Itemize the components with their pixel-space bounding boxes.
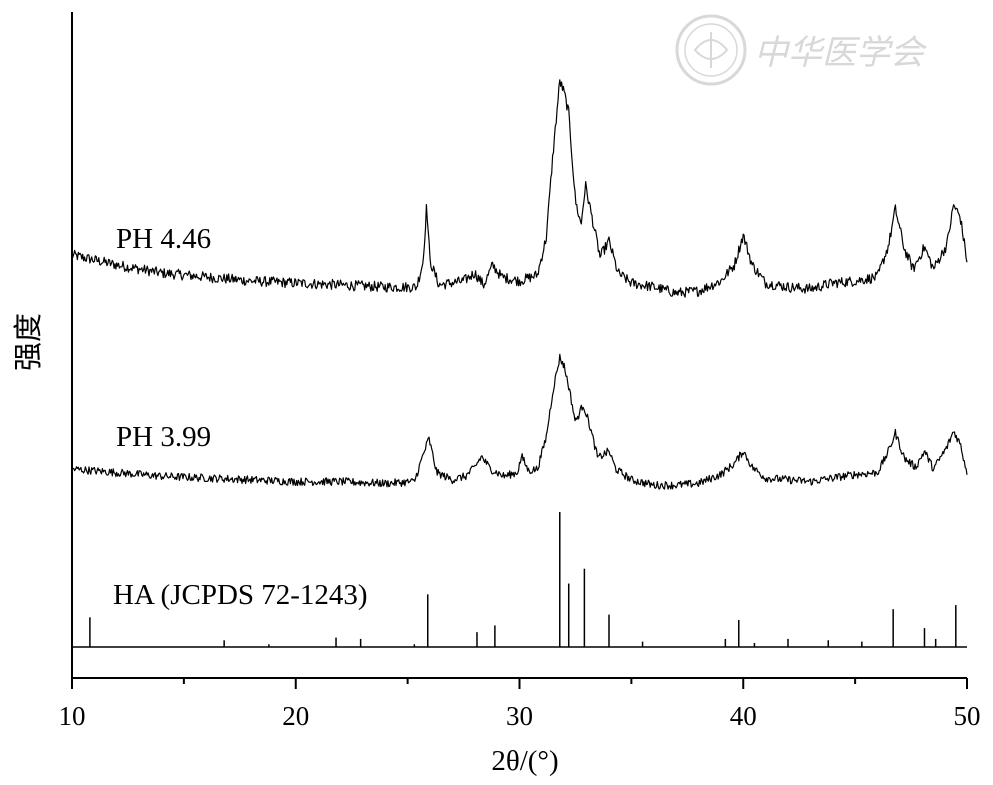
x-tick-label: 40 bbox=[730, 701, 757, 731]
watermark-text: 中华医学会 bbox=[754, 33, 928, 73]
series-label-ph-4-46: PH 4.46 bbox=[116, 223, 211, 255]
x-axis-title: 2θ/(°) bbox=[491, 745, 558, 777]
series-label-ph-3-99: PH 3.99 bbox=[116, 421, 211, 453]
x-axis-ticks bbox=[71, 678, 968, 689]
x-tick-label: 20 bbox=[282, 701, 309, 731]
series-line-ph-4-46 bbox=[71, 79, 968, 298]
watermark-seal-icon bbox=[675, 14, 747, 86]
watermark: 中华医学会 bbox=[675, 14, 928, 86]
x-tick-label: 30 bbox=[506, 701, 533, 731]
reference-sticks bbox=[89, 512, 957, 647]
x-axis-tick-labels: 10 20 30 40 50 bbox=[59, 701, 981, 731]
series-line-ph-3-99 bbox=[71, 353, 968, 490]
x-tick-label: 10 bbox=[59, 701, 86, 731]
reference-label: HA (JCPDS 72-1243) bbox=[113, 579, 368, 611]
y-axis-title: 强度 bbox=[12, 313, 45, 371]
x-tick-label: 50 bbox=[954, 701, 981, 731]
